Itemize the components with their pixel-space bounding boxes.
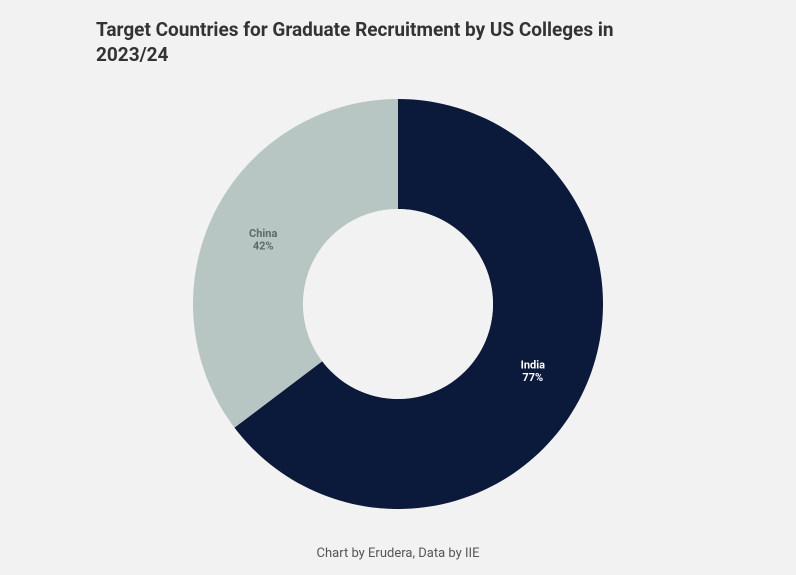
slice-label-china: China42% [249, 227, 277, 252]
chart-footer: Chart by Erudera, Data by IIE [0, 546, 796, 561]
donut-hole [303, 209, 493, 399]
donut-chart: India77% China42% [0, 78, 796, 530]
slice-label-india: India77% [521, 359, 545, 384]
chart-title: Target Countries for Graduate Recruitmen… [96, 18, 656, 67]
